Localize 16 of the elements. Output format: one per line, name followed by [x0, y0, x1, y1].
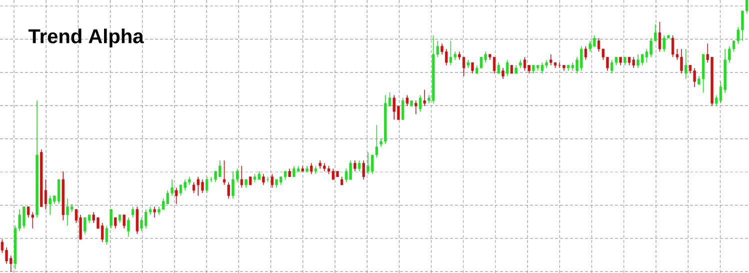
- candlestick: [562, 64, 566, 72]
- candlestick: [270, 174, 274, 188]
- candlestick: [640, 54, 644, 66]
- candlestick: [240, 165, 244, 188]
- candlestick: [406, 94, 408, 106]
- candlestick: [26, 206, 30, 218]
- candlestick: [671, 34, 674, 58]
- candlestick: [506, 59, 509, 77]
- candlestick: [610, 59, 614, 74]
- candlestick: [105, 225, 108, 246]
- candlestick: [401, 97, 404, 120]
- candlestick: [136, 206, 139, 234]
- text: Trend Alpha: [28, 28, 144, 48]
- candlestick: [410, 100, 413, 106]
- candlestick: [206, 176, 208, 194]
- candlestick: [131, 206, 134, 218]
